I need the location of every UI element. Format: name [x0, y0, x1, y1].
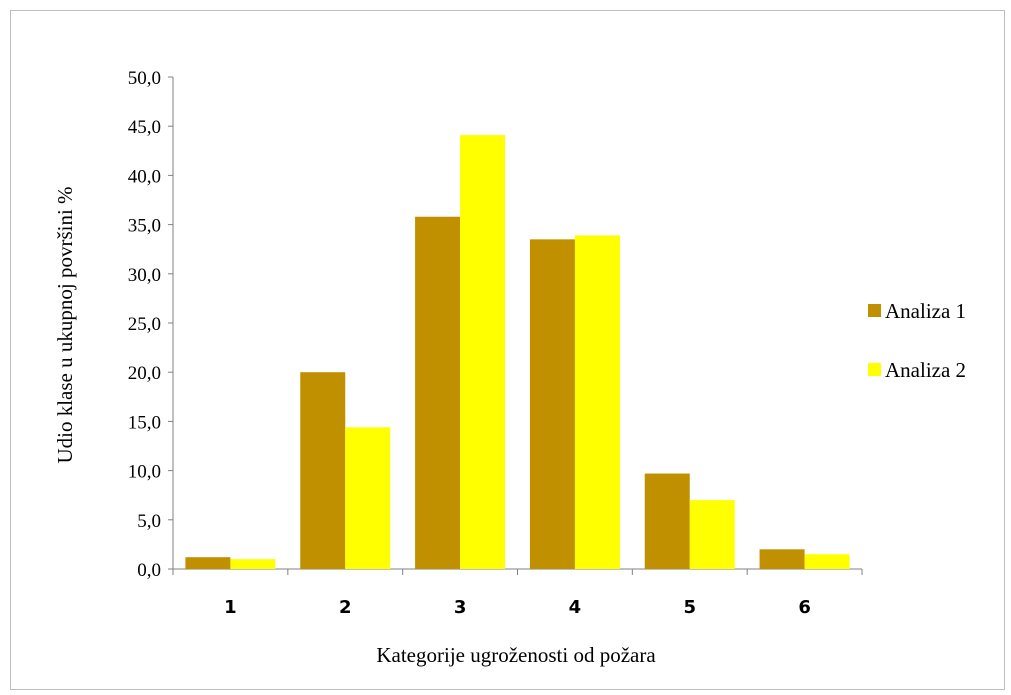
bar-2-cat-6 [804, 554, 850, 569]
x-tick-label: 6 [798, 597, 811, 618]
y-tick-label: 35,0 [128, 216, 161, 237]
bar-1-cat-2 [300, 372, 346, 569]
y-tick-label: 25,0 [128, 314, 161, 335]
y-tick-label: 50,0 [128, 68, 161, 89]
y-tick-label: 0,0 [137, 560, 161, 581]
y-tick-label: 15,0 [128, 412, 161, 433]
x-axis-title: Kategorije ugroženosti od požara [376, 643, 656, 667]
bar-2-cat-1 [230, 559, 276, 569]
legend-swatch-1 [868, 304, 881, 317]
chart-frame [10, 10, 1005, 690]
legend-swatch-2 [868, 363, 881, 376]
legend-label-2: Analiza 2 [885, 358, 966, 382]
y-tick-label: 30,0 [128, 265, 161, 286]
y-tick-label: 20,0 [128, 363, 161, 384]
legend: Analiza 1 Analiza 2 [868, 299, 966, 382]
x-tick-label: 1 [224, 597, 237, 618]
bar-1-cat-6 [759, 549, 805, 569]
x-tick-label: 4 [569, 597, 582, 618]
x-tick-label: 5 [683, 597, 696, 618]
y-tick-label: 45,0 [128, 117, 161, 138]
x-tick-label: 3 [454, 597, 467, 618]
bar-2-cat-5 [689, 500, 735, 569]
bar-2-cat-4 [574, 235, 620, 569]
legend-label-1: Analiza 1 [885, 299, 966, 323]
bar-1-cat-1 [185, 557, 231, 569]
y-tick-label: 10,0 [128, 462, 161, 483]
bar-2-cat-2 [345, 427, 391, 569]
bar-1-cat-3 [415, 216, 461, 569]
y-tick-label: 40,0 [128, 166, 161, 187]
y-tick-label: 5,0 [137, 511, 161, 532]
bar-2-cat-3 [460, 135, 506, 569]
x-tick-label: 2 [339, 597, 352, 618]
y-axis-title: Udio klase u ukupnoj površini % [53, 186, 77, 463]
bar-1-cat-5 [644, 473, 690, 569]
bar-1-cat-4 [529, 239, 575, 570]
plot-area: 0,0 5,0 10,0 15,0 20,0 25,0 30,0 35,0 40,0 45,0 50… [128, 68, 863, 618]
